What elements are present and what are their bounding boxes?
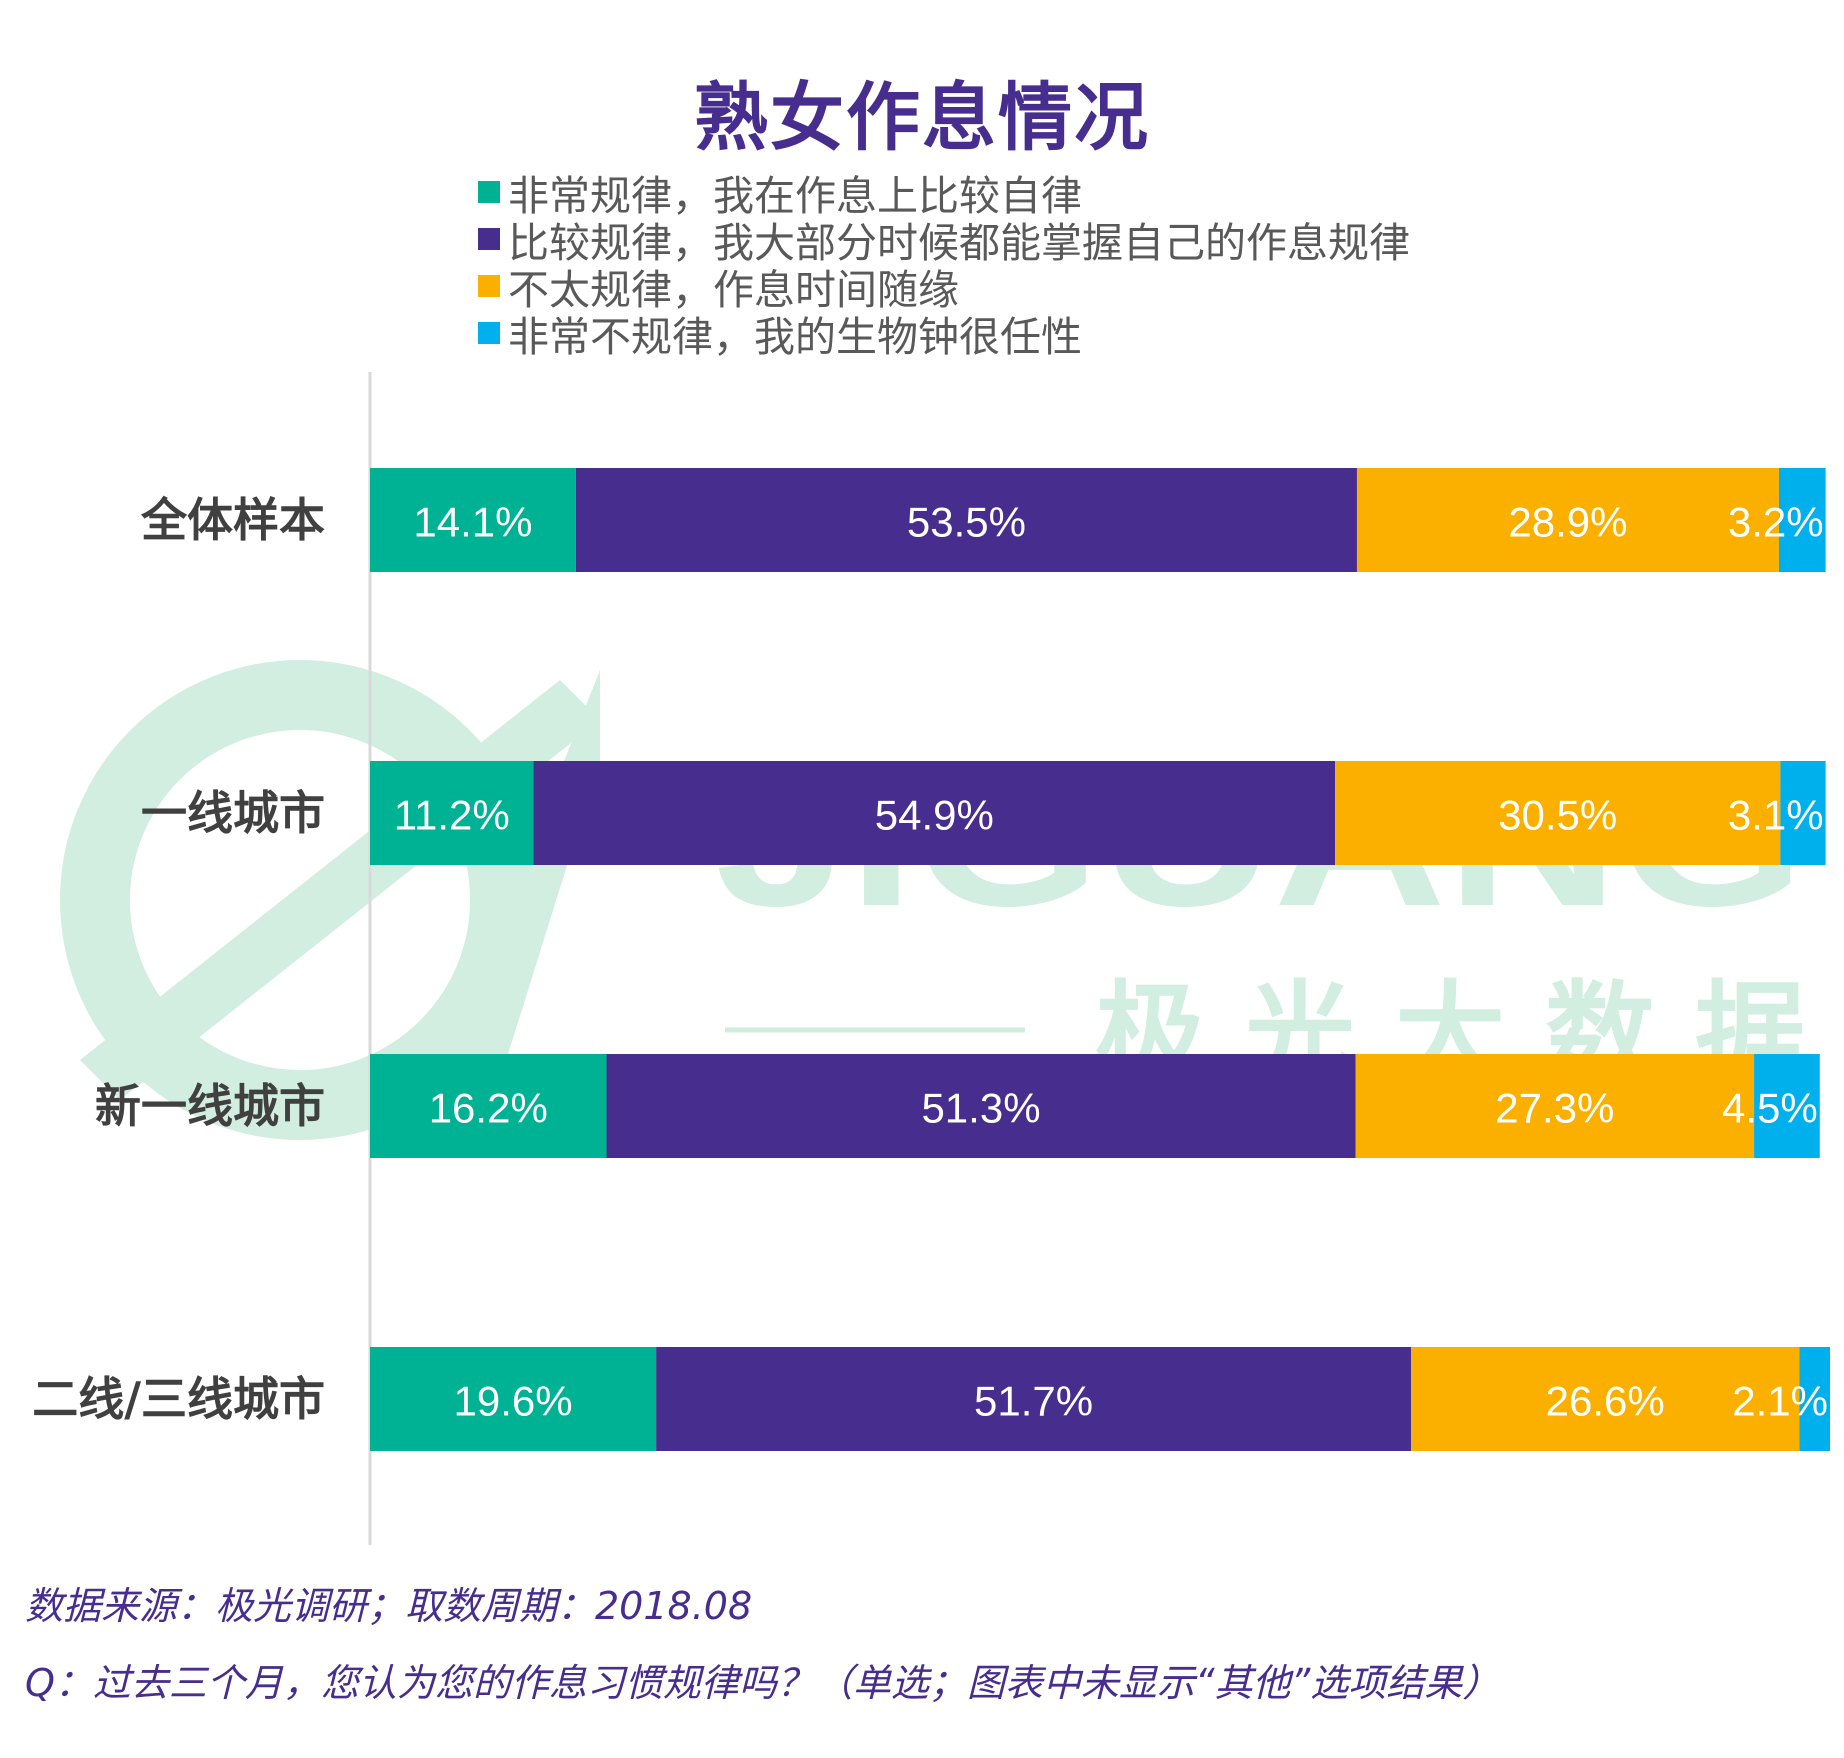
legend-item: 非常不规律，我的生物钟很任性 — [478, 309, 1410, 361]
data-label: 54.9% — [875, 792, 994, 839]
data-label: 30.5% — [1498, 792, 1617, 839]
legend-label: 比较规律，我大部分时候都能掌握自己的作息规律 — [508, 218, 1410, 267]
bar-segment — [370, 468, 576, 572]
legend-swatch — [478, 180, 500, 203]
bar-segment — [370, 761, 534, 865]
category-label: 二线/三线城市 — [32, 1372, 325, 1426]
bar-segment — [1780, 761, 1826, 865]
legend-swatch — [478, 274, 500, 297]
data-label: 11.2% — [394, 792, 510, 839]
legend: 非常规律，我在作息上比较自律 比较规律，我大部分时候都能掌握自己的作息规律 不太… — [478, 168, 1410, 361]
data-label: 53.5% — [907, 499, 1026, 546]
data-label: 51.3% — [921, 1085, 1040, 1132]
bar-segment — [533, 761, 1336, 865]
data-label: 19.6% — [454, 1378, 573, 1425]
legend-item: 比较规律，我大部分时候都能掌握自己的作息规律 — [478, 215, 1410, 267]
category-label: 新一线城市 — [95, 1079, 325, 1133]
source-note: 数据来源：极光调研；取数周期：2018.08 — [25, 1584, 753, 1628]
data-label: 3.2% — [1728, 499, 1824, 546]
category-label: 一线城市 — [141, 786, 325, 840]
data-label: 2.1% — [1732, 1378, 1828, 1425]
data-label: 27.3% — [1495, 1085, 1614, 1132]
data-label: 26.6% — [1546, 1378, 1665, 1425]
bar-segment — [1799, 1347, 1830, 1451]
data-label: 4.5% — [1722, 1085, 1818, 1132]
data-label: 51.7% — [974, 1378, 1093, 1425]
bar-segment — [370, 1054, 607, 1158]
chart-title: 熟女作息情况 — [694, 75, 1150, 161]
bar-segment — [606, 1054, 1356, 1158]
data-label: 14.1% — [413, 499, 532, 546]
question-note: Q：过去三个月，您认为您的作息习惯规律吗？（单选；图表中未显示“其他”选项结果） — [25, 1661, 1501, 1705]
bar-segment — [1355, 1054, 1755, 1158]
bar-segment — [1754, 1054, 1820, 1158]
data-label: 28.9% — [1508, 499, 1627, 546]
legend-item: 非常规律，我在作息上比较自律 — [478, 168, 1410, 220]
legend-label: 不太规律，作息时间随缘 — [508, 265, 959, 314]
category-label: 全体样本 — [140, 493, 325, 547]
bar-segment — [370, 1347, 657, 1451]
bar-segment — [1335, 761, 1781, 865]
legend-label: 非常规律，我在作息上比较自律 — [508, 171, 1082, 220]
legend-label: 非常不规律，我的生物钟很任性 — [508, 312, 1082, 361]
bar-segment — [1778, 468, 1826, 572]
legend-swatch — [478, 321, 500, 344]
data-label: 3.1% — [1728, 792, 1824, 839]
bar-segment — [1356, 468, 1779, 572]
bar-segment — [575, 468, 1357, 572]
bar-segment — [656, 1347, 1411, 1451]
legend-item: 不太规律，作息时间随缘 — [478, 262, 1410, 314]
data-label: 16.2% — [429, 1085, 548, 1132]
legend-swatch — [478, 227, 500, 250]
bar-segment — [1410, 1347, 1800, 1451]
